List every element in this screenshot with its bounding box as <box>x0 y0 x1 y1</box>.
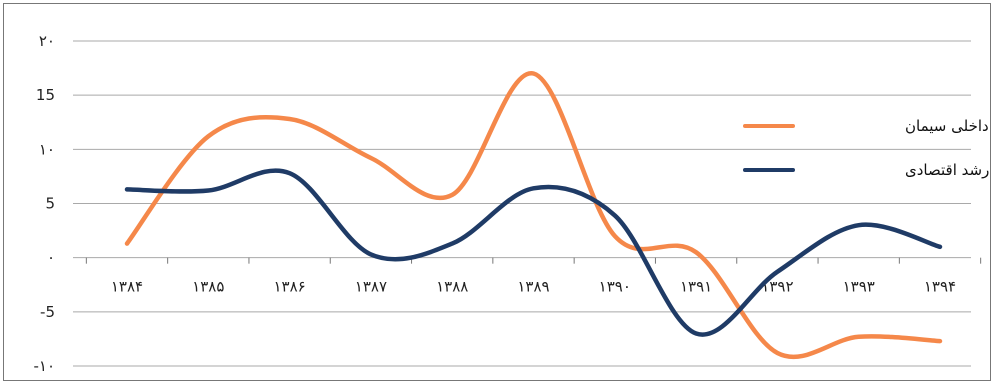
x-tick-label: ۱۳۸۵ <box>192 278 224 296</box>
y-tick-label: ۱۰ <box>39 140 55 158</box>
x-tick-label: ۱۳۸۸ <box>436 278 468 296</box>
y-tick-label: ۰ <box>47 249 55 267</box>
x-tick-label: ۱۳۹۲ <box>761 278 793 296</box>
series-line-cement <box>124 71 943 360</box>
series-line-economic <box>124 168 943 337</box>
x-tick-label: ۱۳۹۰ <box>599 278 631 296</box>
x-tick-label: ۱۳۹۴ <box>924 278 956 296</box>
x-tick-label: ۱۳۸۷ <box>355 278 387 296</box>
y-tick-label: 15 <box>36 86 55 104</box>
y-tick-label: -5 <box>40 303 55 321</box>
series-lines <box>124 71 943 360</box>
x-tick-label: ۱۳۸۴ <box>111 278 143 296</box>
x-axis-ticks: ۱۳۸۴ ۱۳۸۵ ۱۳۸۶ ۱۳۸۷ ۱۳۸۸ ۱۳۸۹ ۱۳۹۰ ۱۳۹۱ ۱۳۹۲ ۱۳۹۳… <box>85 257 982 296</box>
x-tick-label: ۱۳۹۱ <box>680 278 712 296</box>
x-tick-label: ۱۳۸۶ <box>273 278 305 296</box>
y-axis-ticks: ۲۰ 15 ۱۰ 5 ۰ -5 -۱۰ <box>33 32 55 375</box>
x-tick-label: ۱۳۹۳ <box>843 278 875 296</box>
legend-label-cement: رشد مصرف داخلی سیمان <box>905 117 991 135</box>
y-tick-label: 5 <box>45 195 55 213</box>
x-tick-label: ۱۳۸۹ <box>517 278 549 296</box>
y-tick-label: ۲۰ <box>39 32 55 50</box>
gridlines <box>73 40 971 367</box>
chart-frame: ۲۰ 15 ۱۰ 5 ۰ -5 -۱۰ ۱۳۸۴ ۱۳۸۵ ۱۳۸۶ ۱۳۸۷ ۱۳۸۸ ۱۳۸۹ ۱۳… <box>3 3 991 381</box>
y-tick-label: -۱۰ <box>33 357 55 375</box>
legend-label-economic: رشد اقتصادی <box>905 161 989 179</box>
legend: رشد مصرف داخلی سیمان رشد اقتصادی <box>743 117 991 179</box>
